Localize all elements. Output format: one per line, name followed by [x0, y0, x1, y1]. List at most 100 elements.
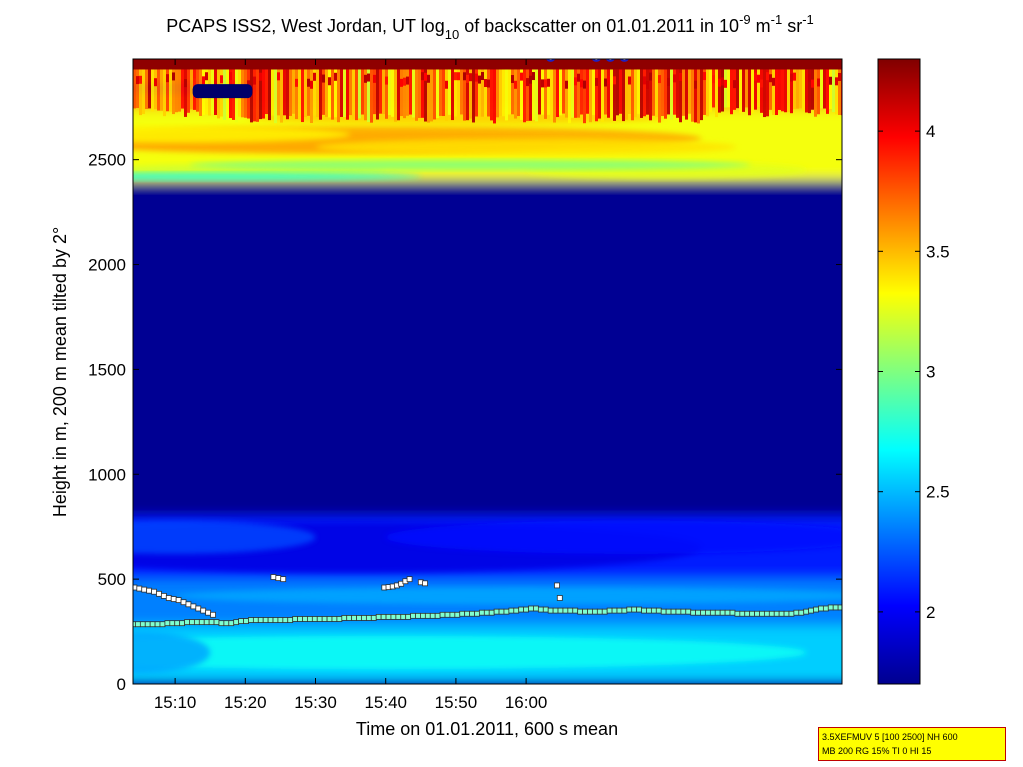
cloud-spike: [136, 69, 139, 109]
cloud-spike-hot: [598, 73, 601, 82]
cloud-spike-hot: [310, 80, 313, 89]
cloud-spike-hot: [139, 75, 142, 84]
cloud-spike: [292, 69, 295, 114]
cyan-marker: [223, 620, 230, 627]
cloud-spike: [682, 69, 685, 116]
chart-title: PCAPS ISS2, West Jordan, UT log10 of bac…: [166, 12, 814, 42]
cyan-marker: [690, 609, 697, 616]
cloud-spike: [634, 69, 637, 118]
cloud-spikes: [133, 59, 842, 124]
cloud-spike: [364, 69, 367, 121]
cloud-spike: [472, 69, 475, 123]
cloud-spike-hot: [475, 73, 478, 82]
cyan-marker: [464, 610, 471, 617]
cyan-marker: [444, 611, 451, 618]
cyan-marker: [808, 607, 815, 614]
cyan-marker: [783, 610, 790, 617]
cyan-marker: [729, 609, 736, 616]
white-marker: [136, 585, 143, 592]
cloud-spike: [793, 69, 796, 110]
cyan-marker: [385, 613, 392, 620]
cloud-spike-hot: [220, 75, 223, 84]
cloud-spike: [385, 69, 388, 119]
colorbar-tick-label: 2.5: [926, 483, 950, 502]
cloud-spike: [166, 69, 169, 112]
cloud-spike-hot: [406, 76, 409, 85]
cyan-marker: [488, 609, 495, 616]
cloud-spike-hot: [808, 73, 811, 82]
cyan-marker: [493, 608, 500, 615]
white-marker: [185, 601, 192, 608]
cyan-marker: [395, 613, 402, 620]
cyan-marker: [454, 611, 461, 618]
cloud-spike: [259, 69, 262, 120]
cloud-spike: [706, 69, 709, 117]
cloud-spike: [439, 69, 442, 116]
cloud-spike-hot: [373, 74, 376, 83]
cloud-spike: [394, 69, 397, 122]
cyan-marker: [552, 607, 559, 614]
cloud-spike-hot: [154, 78, 157, 87]
cyan-marker: [193, 619, 200, 626]
cloud-spike: [580, 69, 583, 115]
cloud-spike: [703, 69, 706, 115]
cyan-marker: [135, 621, 141, 628]
cyan-marker: [144, 621, 151, 628]
cloud-spike-hot: [547, 78, 550, 87]
cyan-marker: [272, 617, 279, 623]
cloud-spike: [358, 69, 361, 119]
backscatter-heatmap: [133, 59, 842, 684]
cyan-marker: [341, 615, 348, 621]
cloud-spike: [178, 69, 181, 112]
cloud-spike-hot: [484, 79, 487, 88]
cyan-marker: [793, 609, 800, 616]
cloud-spike: [139, 69, 142, 116]
cloud-spike: [454, 69, 457, 117]
cloud-spike: [784, 69, 787, 113]
cloud-spike: [424, 69, 427, 122]
cyan-marker: [331, 616, 338, 622]
cyan-marker: [621, 607, 628, 614]
white-marker: [175, 597, 182, 604]
cyan-marker: [660, 608, 667, 615]
cloud-spike: [388, 69, 391, 115]
cyan-marker: [557, 607, 564, 614]
top-marker: [546, 59, 556, 62]
cloud-spike-hot: [736, 80, 739, 89]
cyan-marker: [709, 609, 716, 616]
cyan-marker: [159, 621, 166, 628]
cloud-spike-hot: [328, 77, 331, 86]
white-marker: [210, 611, 216, 618]
white-marker: [195, 605, 202, 612]
white-marker: [270, 574, 277, 580]
cloud-spike: [547, 69, 550, 115]
cyan-marker: [803, 608, 810, 615]
cyan-marker: [316, 616, 323, 622]
cloud-spike: [763, 69, 766, 118]
cloud-spike-hot: [529, 75, 532, 84]
cyan-marker: [818, 605, 824, 612]
cloud-spike: [583, 69, 586, 124]
cloud-spike: [628, 69, 631, 114]
cloud-spike: [769, 69, 772, 110]
cloud-spike: [691, 69, 694, 122]
cloud-spike: [808, 69, 811, 114]
cyan-marker: [365, 615, 372, 621]
cloud-spike-hot: [313, 72, 316, 81]
cloud-spike: [289, 69, 292, 117]
cyan-marker: [705, 609, 711, 616]
cyan-marker: [650, 607, 657, 614]
colorbar-gradient: [877, 58, 921, 685]
cyan-marker: [326, 616, 333, 622]
cloud-spike: [586, 69, 589, 114]
y-axis: 0 500 1000 1500 2000 2500: [88, 151, 842, 694]
cloud-spike: [796, 69, 799, 109]
cloud-spike: [427, 69, 430, 123]
cloud-spike-hot: [694, 80, 697, 89]
cyan-marker: [518, 606, 525, 613]
cloud-spike: [367, 69, 370, 122]
y-tick-label: 2000: [88, 256, 126, 275]
cloud-spike: [739, 69, 742, 114]
cloud-spike-hot: [718, 78, 721, 87]
cyan-marker: [714, 609, 721, 616]
